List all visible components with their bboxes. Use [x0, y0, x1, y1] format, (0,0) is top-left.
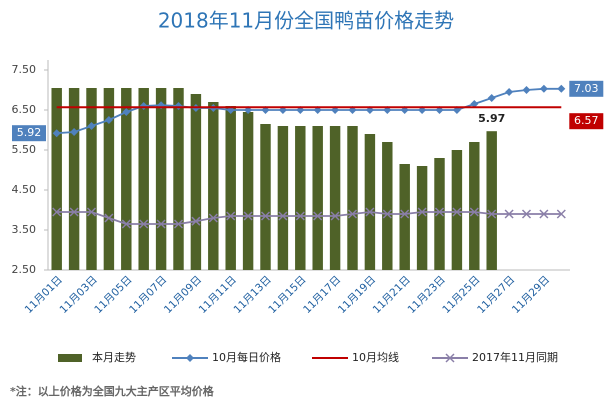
- point: [156, 219, 166, 229]
- bar: [242, 112, 254, 270]
- point: [313, 211, 323, 221]
- bar: [103, 88, 115, 270]
- point: [243, 211, 253, 221]
- bar: [382, 142, 393, 270]
- bar: [121, 88, 132, 270]
- point: [400, 209, 410, 219]
- point: [121, 219, 131, 229]
- bar: [51, 88, 62, 270]
- point: [69, 207, 79, 217]
- bar: [155, 88, 167, 270]
- data-label: 7.03: [574, 82, 599, 95]
- point: [104, 116, 113, 124]
- footnote: *注：以上价格为全国九大主产区平均价格: [10, 384, 215, 398]
- point: [557, 84, 566, 93]
- bar: [399, 164, 410, 270]
- y-tick-label: 2.50: [12, 263, 37, 276]
- point: [122, 108, 131, 116]
- point: [330, 211, 340, 221]
- point: [70, 128, 79, 136]
- point: [173, 219, 184, 229]
- point: [522, 86, 531, 94]
- y-tick-label: 7.50: [12, 63, 37, 76]
- bar: [68, 88, 80, 270]
- bar: [364, 134, 376, 270]
- chart-title: 2018年11月份全国鸭苗价格走势: [158, 9, 454, 33]
- point: [487, 94, 496, 102]
- point: [208, 213, 218, 223]
- point: [452, 207, 462, 217]
- bar: [277, 126, 289, 270]
- bar: [173, 88, 184, 270]
- bar: [434, 158, 445, 270]
- point: [539, 84, 548, 93]
- y-tick-label: 4.50: [12, 183, 37, 196]
- legend-label: 10月均线: [352, 350, 399, 364]
- y-tick-label: 3.50: [12, 223, 37, 236]
- point: [487, 209, 497, 219]
- point: [505, 88, 514, 96]
- bar: [486, 131, 497, 270]
- bar: [347, 126, 358, 270]
- point: [260, 211, 271, 221]
- legend-marker: [445, 353, 455, 363]
- point: [52, 129, 61, 138]
- point: [278, 211, 288, 221]
- y-tick-label: 6.50: [12, 103, 37, 116]
- bar: [451, 150, 463, 270]
- data-label: 5.92: [17, 126, 42, 139]
- data-label-box: [569, 113, 604, 130]
- bar: [312, 126, 323, 270]
- bar: [329, 126, 341, 270]
- point: [521, 209, 532, 219]
- point: [470, 100, 479, 108]
- point: [295, 211, 305, 221]
- y-tick-label: 5.50: [12, 143, 37, 156]
- data-label-box: [569, 80, 604, 97]
- legend-swatch: [58, 354, 82, 362]
- point: [556, 209, 566, 219]
- point: [87, 122, 96, 130]
- bar: [260, 124, 271, 270]
- point: [347, 209, 358, 219]
- bar: [86, 88, 97, 270]
- point: [434, 207, 445, 217]
- data-label-box: [12, 125, 46, 142]
- point: [104, 213, 114, 223]
- point: [469, 207, 479, 217]
- bar: [225, 106, 236, 270]
- point: [382, 209, 392, 219]
- bar: [138, 88, 149, 270]
- bar: [190, 94, 202, 270]
- point: [52, 207, 62, 217]
- data-label: 5.97: [478, 112, 505, 125]
- legend-label: 2017年11月同期: [472, 350, 558, 364]
- data-label: 6.57: [574, 114, 599, 127]
- point: [86, 207, 97, 217]
- point: [191, 216, 201, 226]
- point: [226, 211, 236, 221]
- bar: [208, 102, 219, 270]
- point: [139, 219, 149, 229]
- line: [56, 211, 562, 225]
- legend-marker: [186, 354, 194, 362]
- bar: [469, 142, 480, 270]
- bar: [295, 126, 306, 270]
- point: [539, 209, 549, 219]
- point: [417, 207, 427, 217]
- bar: [416, 166, 428, 270]
- point: [504, 209, 514, 219]
- legend-label: 本月走势: [92, 350, 136, 364]
- point: [365, 207, 375, 217]
- legend-label: 10月每日价格: [212, 350, 281, 364]
